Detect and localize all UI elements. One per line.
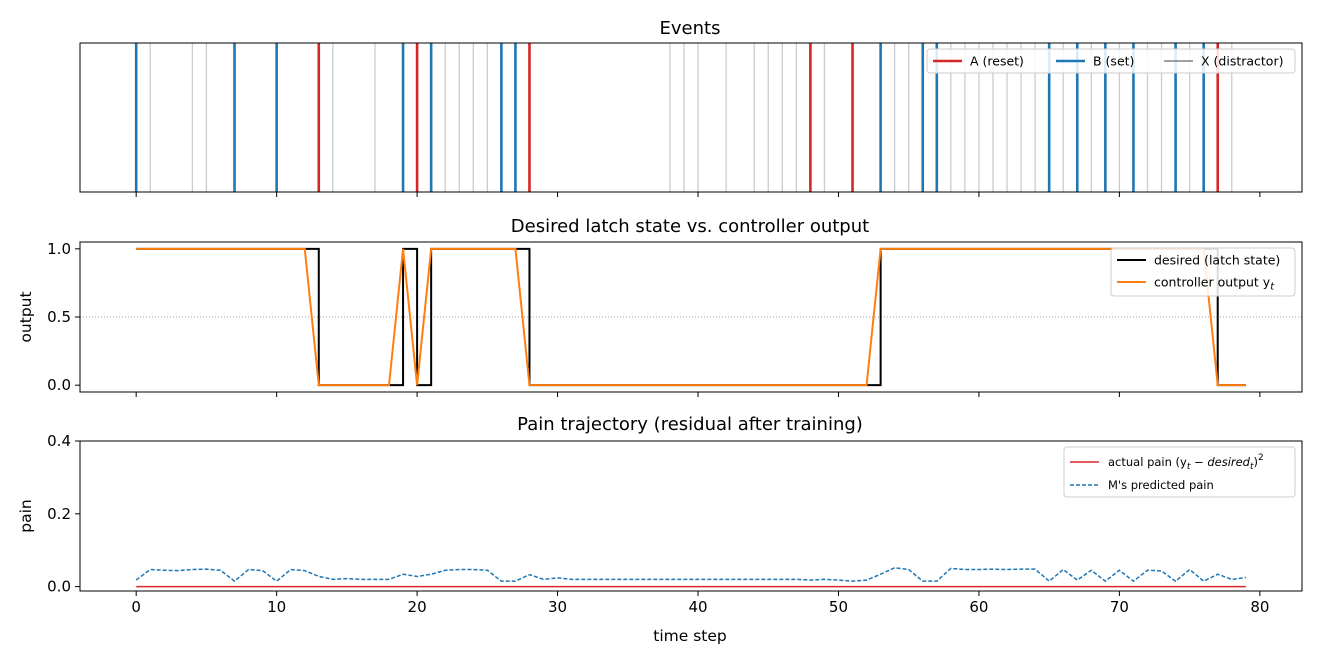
- latch-title: Desired latch state vs. controller outpu…: [511, 216, 869, 237]
- xtick-label: 20: [408, 598, 427, 616]
- ytick-label: 0.0: [47, 578, 71, 596]
- latch-legend: desired (latch state) controller output …: [1110, 247, 1296, 297]
- latch-legend-box: [1110, 247, 1296, 297]
- legend-label-actual-pain: actual pain (yt − desiredt)2: [1108, 453, 1264, 472]
- ytick-label: 1.0: [47, 240, 71, 258]
- xtick-label: 10: [267, 598, 286, 616]
- legend-label-a: A (reset): [970, 54, 1024, 69]
- pain-xlabel: time step: [653, 627, 726, 645]
- legend-label-b: B (set): [1093, 54, 1134, 69]
- legend-label-controller-main: controller output y: [1154, 275, 1271, 290]
- legend-label-x: X (distractor): [1201, 54, 1283, 69]
- events-legend-box: [926, 48, 1296, 74]
- latch-panel: Desired latch state vs. controller outpu…: [17, 216, 1303, 397]
- legend-label-actual-pain-sub2: t: [1250, 462, 1254, 472]
- legend-label-actual-pain-sup: 2: [1258, 453, 1264, 463]
- pain-xticks: 0 10 20 30 40 50 60 70 80: [131, 591, 1269, 616]
- ytick-label: 0.5: [47, 308, 71, 326]
- latch-yticks: 0.0 0.5 1.0: [47, 240, 80, 394]
- events-axes-frame: [79, 42, 1303, 193]
- ytick-label: 0.0: [47, 376, 71, 394]
- pain-yticks: 0.0 0.2 0.4: [47, 432, 80, 596]
- ytick-label: 0.2: [47, 505, 71, 523]
- pain-lines: [135, 566, 1246, 588]
- xtick-label: 60: [969, 598, 988, 616]
- pain-legend: actual pain (yt − desiredt)2 M's predict…: [1063, 446, 1296, 498]
- pain-ylabel: pain: [17, 499, 35, 532]
- legend-label-actual-pain-sub: t: [1187, 462, 1191, 472]
- pain-legend-box: [1063, 446, 1296, 498]
- events-legend: A (reset) B (set) X (distractor): [926, 48, 1296, 74]
- legend-label-actual-pain-main: actual pain (y: [1108, 455, 1187, 469]
- events-xticks: [135, 192, 1261, 197]
- xtick-label: 50: [829, 598, 848, 616]
- events-title: Events: [660, 18, 721, 39]
- events-panel: Events A (reset) B (set) X (distractor): [79, 18, 1303, 197]
- xtick-label: 70: [1110, 598, 1129, 616]
- predicted-pain-line: [135, 566, 1246, 583]
- xtick-label: 0: [131, 598, 141, 616]
- legend-label-actual-pain-mid: − desired: [1190, 455, 1250, 469]
- pain-title: Pain trajectory (residual after training…: [517, 414, 863, 435]
- ytick-label: 0.4: [47, 432, 71, 450]
- legend-label-predicted-pain: M's predicted pain: [1108, 478, 1214, 492]
- xtick-label: 80: [1250, 598, 1269, 616]
- latch-ylabel: output: [17, 291, 35, 342]
- legend-label-controller-sub: t: [1270, 282, 1275, 293]
- legend-label-desired: desired (latch state): [1154, 253, 1280, 268]
- latch-xticks: [135, 392, 1261, 397]
- legend-label-actual-pain-end: ): [1254, 455, 1259, 469]
- xtick-label: 30: [548, 598, 567, 616]
- pain-axes-frame: [79, 440, 1303, 592]
- xtick-label: 40: [688, 598, 707, 616]
- pain-panel: Pain trajectory (residual after training…: [17, 414, 1303, 645]
- legend-label-controller: controller output yt: [1154, 275, 1275, 293]
